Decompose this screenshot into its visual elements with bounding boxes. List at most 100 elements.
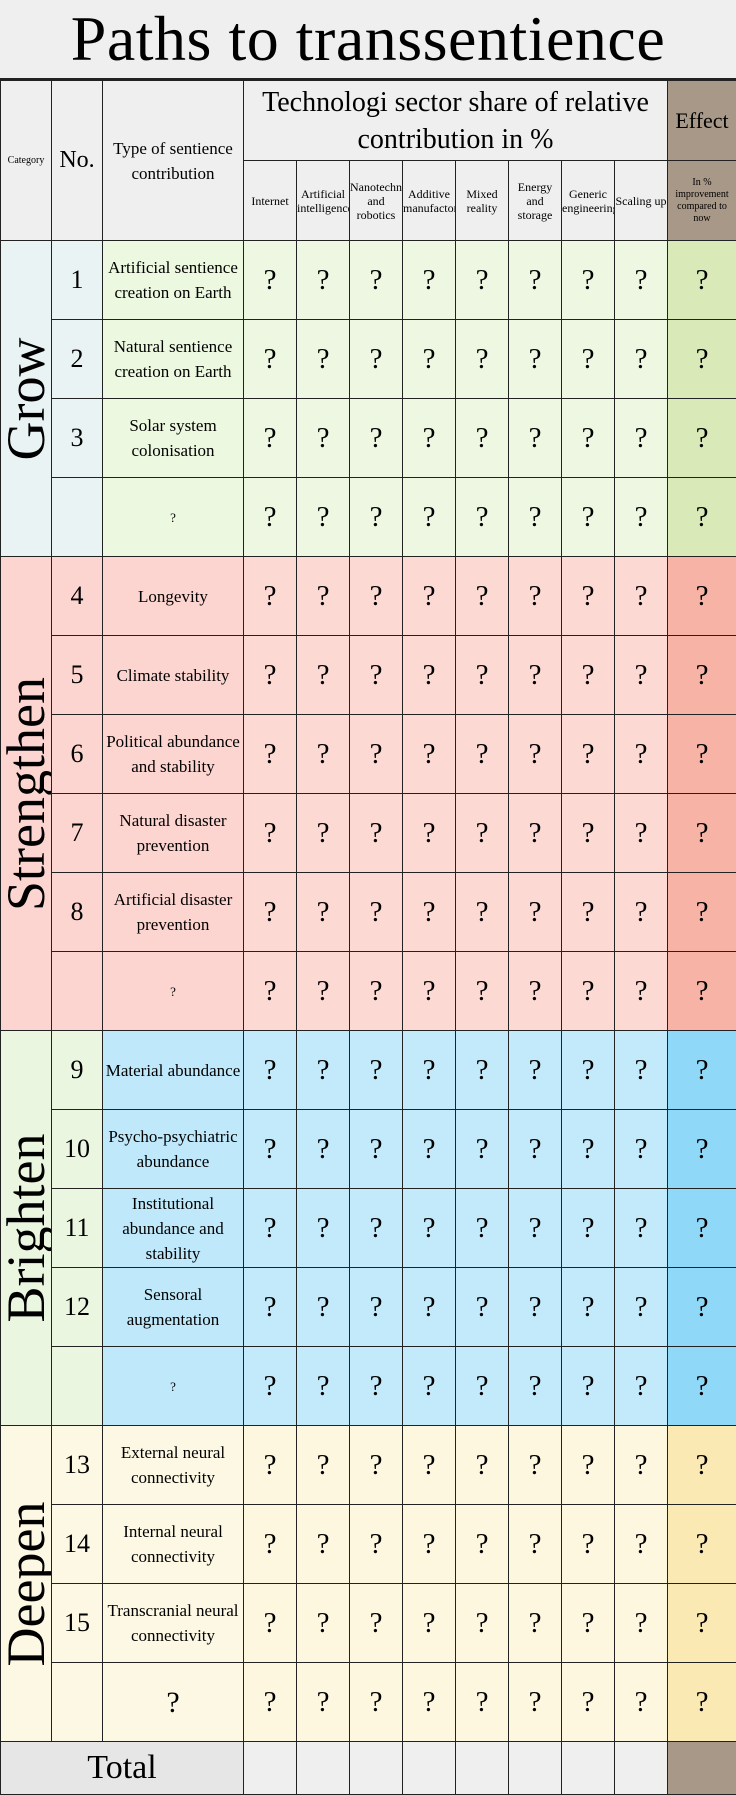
sector-share-cell: ? <box>456 1505 509 1584</box>
sector-share-cell: ? <box>509 241 562 320</box>
sector-share-cell: ? <box>403 320 456 399</box>
sector-share-cell: ? <box>509 952 562 1031</box>
sector-share-cell: ? <box>615 1505 668 1584</box>
sector-share-cell: ? <box>350 1426 403 1505</box>
contribution-type: Climate stability <box>103 636 244 715</box>
sector-share-cell: ? <box>297 320 350 399</box>
sector-share-cell: ? <box>297 952 350 1031</box>
sector-share-cell: ? <box>615 952 668 1031</box>
sector-share-cell: ? <box>456 1663 509 1742</box>
sector-share-cell: ? <box>244 478 297 557</box>
sector-share-cell: ? <box>562 1584 615 1663</box>
sector-share-cell: ? <box>297 1505 350 1584</box>
effect-cell: ? <box>668 399 736 478</box>
sector-share-cell: ? <box>509 1268 562 1347</box>
sector-share-cell: ? <box>456 873 509 952</box>
sector-share-cell: ? <box>509 1189 562 1268</box>
table-row: ?????????? <box>1 952 736 1031</box>
table-row: ?????????? <box>1 478 736 557</box>
sector-share-cell: ? <box>297 399 350 478</box>
sector-share-cell: ? <box>615 399 668 478</box>
transsentience-table: Category No. Type of sentience contribut… <box>0 80 736 1795</box>
sector-share-cell: ? <box>562 794 615 873</box>
row-number: 9 <box>52 1031 103 1110</box>
sector-share-cell: ? <box>350 1505 403 1584</box>
sector-share-cell: ? <box>562 1505 615 1584</box>
row-number: 1 <box>52 241 103 320</box>
contribution-type: Institutional abundance and stability <box>103 1189 244 1268</box>
effect-cell: ? <box>668 1268 736 1347</box>
effect-cell: ? <box>668 1347 736 1426</box>
sector-share-cell: ? <box>403 794 456 873</box>
sector-share-cell: ? <box>456 1189 509 1268</box>
header-type: Type of sentience contribution <box>103 81 244 241</box>
header-category: Category <box>1 81 52 241</box>
sector-share-cell: ? <box>562 1110 615 1189</box>
category-cell-strengthen: Strengthen <box>1 557 52 1031</box>
sector-share-cell: ? <box>403 636 456 715</box>
category-label: Strengthen <box>1 677 52 911</box>
sector-share-cell: ? <box>509 873 562 952</box>
effect-cell: ? <box>668 794 736 873</box>
sector-share-cell: ? <box>244 1189 297 1268</box>
sector-share-cell: ? <box>562 478 615 557</box>
sector-share-cell: ? <box>244 1426 297 1505</box>
row-number <box>52 1347 103 1426</box>
effect-cell: ? <box>668 1110 736 1189</box>
sector-share-cell: ? <box>244 1347 297 1426</box>
header-sector: Scaling up <box>615 161 668 241</box>
sector-share-cell: ? <box>350 399 403 478</box>
total-sector-cell <box>244 1742 297 1795</box>
sector-share-cell: ? <box>562 1347 615 1426</box>
contribution-type: Artificial disaster prevention <box>103 873 244 952</box>
contribution-type: Artificial sentience creation on Earth <box>103 241 244 320</box>
sector-share-cell: ? <box>403 557 456 636</box>
sector-share-cell: ? <box>350 1268 403 1347</box>
sector-share-cell: ? <box>244 1031 297 1110</box>
sector-share-cell: ? <box>297 478 350 557</box>
sector-share-cell: ? <box>615 636 668 715</box>
category-cell-brighten: Brighten <box>1 1031 52 1426</box>
sector-share-cell: ? <box>403 1663 456 1742</box>
sector-share-cell: ? <box>562 1663 615 1742</box>
sector-share-cell: ? <box>350 1663 403 1742</box>
sector-share-cell: ? <box>350 241 403 320</box>
sector-share-cell: ? <box>456 399 509 478</box>
sector-share-cell: ? <box>403 1110 456 1189</box>
sector-share-cell: ? <box>615 1268 668 1347</box>
sector-share-cell: ? <box>403 873 456 952</box>
sector-share-cell: ? <box>244 1505 297 1584</box>
sector-share-cell: ? <box>403 478 456 557</box>
total-sector-cell <box>562 1742 615 1795</box>
sector-share-cell: ? <box>244 1663 297 1742</box>
effect-cell: ? <box>668 1505 736 1584</box>
sector-share-cell: ? <box>562 636 615 715</box>
sector-share-cell: ? <box>350 636 403 715</box>
effect-cell: ? <box>668 1189 736 1268</box>
sector-share-cell: ? <box>456 1031 509 1110</box>
sector-share-cell: ? <box>350 873 403 952</box>
contribution-type: Solar system colonisation <box>103 399 244 478</box>
header-sector: Artificial intelligence <box>297 161 350 241</box>
sector-share-cell: ? <box>509 1110 562 1189</box>
sector-share-cell: ? <box>456 478 509 557</box>
sector-share-cell: ? <box>403 1031 456 1110</box>
sector-share-cell: ? <box>456 1268 509 1347</box>
category-cell-grow: Grow <box>1 241 52 557</box>
sector-share-cell: ? <box>244 1110 297 1189</box>
sector-share-cell: ? <box>297 636 350 715</box>
sector-share-cell: ? <box>615 794 668 873</box>
sector-share-cell: ? <box>297 1110 350 1189</box>
sector-share-cell: ? <box>297 1347 350 1426</box>
header-effect: Effect <box>668 81 736 161</box>
row-number: 8 <box>52 873 103 952</box>
sector-share-cell: ? <box>403 241 456 320</box>
sector-share-cell: ? <box>297 794 350 873</box>
sector-share-cell: ? <box>350 1584 403 1663</box>
page-title: Paths to transsentience <box>0 0 736 80</box>
sector-share-cell: ? <box>350 320 403 399</box>
total-sector-cell <box>403 1742 456 1795</box>
